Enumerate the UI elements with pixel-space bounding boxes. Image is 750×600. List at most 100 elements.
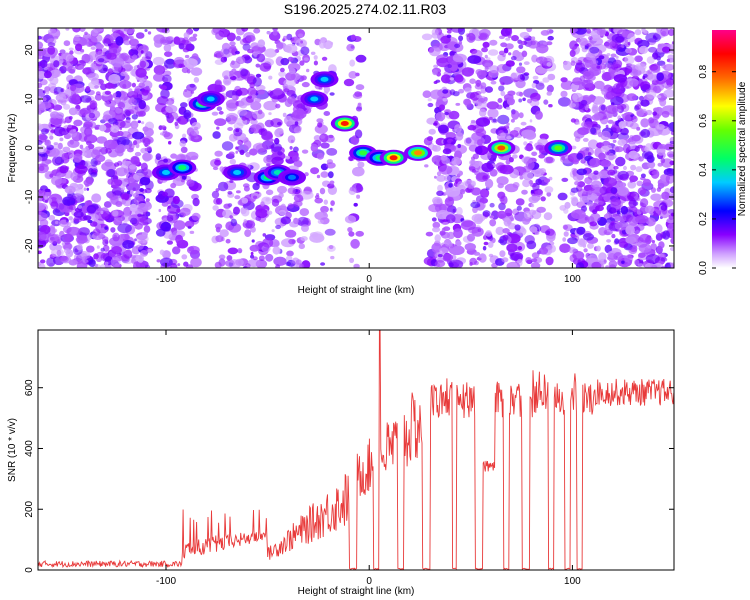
spectrogram-noise-cell — [587, 152, 592, 156]
spectrogram-noise-cell — [427, 98, 432, 102]
spectrogram-noise-cell — [505, 60, 515, 67]
spectrogram-noise-cell — [314, 197, 324, 204]
spectrogram-noise-cell — [355, 106, 363, 112]
spectrogram-noise-cell — [231, 68, 237, 73]
spectrogram-noise-cell — [504, 208, 513, 217]
spectrogram-noise-cell — [563, 60, 572, 71]
spectrogram-noise-cell — [280, 216, 291, 225]
spectrogram-noise-cell — [569, 40, 578, 50]
spectrogram-noise-cell — [547, 35, 554, 41]
spectrogram-noise-cell — [628, 247, 638, 255]
snr-y-tick-label: 200 — [24, 500, 35, 517]
snr-x-ticks: -100 0 100 — [156, 330, 581, 587]
spectrogram-signal-blob — [206, 96, 215, 102]
spectrogram-noise-cell — [500, 90, 506, 97]
spectrogram-noise-cell — [671, 41, 674, 45]
spectrogram-noise-cell — [519, 91, 524, 97]
spectrogram-noise-cell — [280, 67, 285, 73]
spectrogram-noise-cell — [230, 215, 234, 220]
spectrogram-noise-cell — [286, 90, 296, 97]
spectrogram-noise-cell — [114, 145, 125, 154]
spectrogram-noise-cell — [617, 115, 622, 120]
spectrogram-noise-cell — [261, 130, 273, 140]
spectrogram-noise-cell — [189, 83, 196, 88]
spectrogram-noise-cell — [350, 238, 360, 249]
spectrogram-noise-cell — [431, 28, 439, 36]
spectrogram-noise-cell — [264, 119, 274, 128]
spectrogram-noise-cell — [561, 156, 566, 161]
spectrogram-noise-cell — [159, 225, 166, 230]
snr-x-tick-label: -100 — [156, 576, 176, 587]
spectrogram-noise-cell — [662, 230, 670, 240]
spectrogram-noise-cell — [617, 170, 629, 180]
spectrogram-noise-cell — [265, 253, 274, 262]
spectrogram-noise-cell — [654, 224, 663, 234]
spectrogram-noise-cell — [68, 107, 78, 116]
spectrogram-noise-cell — [259, 62, 272, 72]
spectrogram-noise-cell — [478, 254, 485, 259]
spectrogram-noise-cell — [531, 203, 535, 208]
spectrogram-noise-cell — [605, 124, 609, 129]
spectrogram-noise-cell — [128, 88, 133, 94]
spectrogram-noise-cell — [665, 194, 669, 199]
spectrogram-noise-cell — [569, 254, 577, 263]
spectrogram-noise-cell — [636, 180, 643, 187]
spectrogram-noise-cell — [219, 166, 225, 173]
spectrogram-noise-cell — [140, 162, 148, 171]
spectrogram-noise-cell — [482, 245, 487, 251]
spectrogram-noise-cell — [130, 155, 140, 165]
spectrogram-noise-cell — [355, 84, 365, 91]
spectrogram-noise-cell — [59, 94, 67, 101]
spectrogram-noise-cell — [310, 167, 320, 175]
spectrogram-noise-cell — [520, 121, 527, 126]
spectrogram-noise-cell — [100, 210, 104, 215]
spectrogram-noise-cell — [519, 73, 529, 81]
spectrogram-noise-cell — [218, 254, 226, 260]
spectrogram-noise-cell — [243, 219, 248, 224]
spectrogram-noise-cell — [68, 116, 73, 120]
spectrogram-noise-cell — [580, 99, 588, 106]
spectrogram-noise-cell — [625, 47, 632, 54]
spectrogram-noise-cell — [191, 212, 201, 221]
spectrogram-noise-cell — [249, 82, 255, 89]
spectrogram-noise-cell — [546, 84, 554, 93]
spectrogram-noise-cell — [605, 265, 610, 268]
spectrogram-noise-cell — [610, 53, 617, 58]
spectrogram-noise-cell — [506, 243, 518, 253]
spectrogram-noise-cell — [606, 239, 612, 243]
spectrogram-noise-cell — [432, 227, 441, 233]
spectrogram-noise-cell — [147, 31, 152, 35]
spectrogram-noise-cell — [352, 92, 363, 99]
spectrogram-noise-cell — [452, 246, 461, 251]
spectrogram-noise-cell — [190, 155, 198, 161]
spectrogram-noise-cell — [153, 73, 165, 82]
spectrogram-noise-cell — [106, 168, 116, 178]
spectrogram-noise-cell — [282, 35, 288, 41]
spectrogram-noise-cell — [587, 242, 594, 249]
spectrogram-noise-cell — [560, 90, 568, 98]
spectrogram-noise-cell — [226, 102, 238, 112]
spectrogram-noise-cell — [53, 91, 59, 95]
spectrogram-noise-cell — [43, 70, 52, 79]
spectrogram-noise-cell — [453, 144, 467, 155]
spectrogram-noise-cell — [638, 156, 644, 162]
spectrogram-noise-cell — [84, 127, 93, 137]
spectrogram-noise-cell — [110, 125, 120, 133]
spectrogram-noise-cell — [277, 150, 283, 156]
spectrogram-noise-cell — [126, 133, 134, 140]
spectrogram-noise-cell — [38, 211, 48, 222]
snr-frame — [37, 329, 675, 571]
spectrogram-noise-cell — [624, 55, 635, 65]
spectrogram-noise-cell — [660, 28, 670, 37]
spectrogram-noise-cell — [257, 39, 266, 48]
spectrogram-noise-cell — [235, 150, 238, 154]
spectrogram-noise-cell — [621, 113, 625, 117]
spectrogram-noise-cell — [216, 126, 220, 130]
spectrogram-noise-cell — [575, 121, 581, 125]
spectrogram-noise-cell — [109, 236, 124, 247]
spectrogram-noise-cell — [592, 106, 598, 112]
spectrogram-noise-cell — [586, 28, 592, 34]
spectrogram-noise-cell — [112, 210, 119, 217]
spectrogram-noise-cell — [607, 169, 616, 176]
spectrogram-noise-cell — [499, 35, 505, 40]
